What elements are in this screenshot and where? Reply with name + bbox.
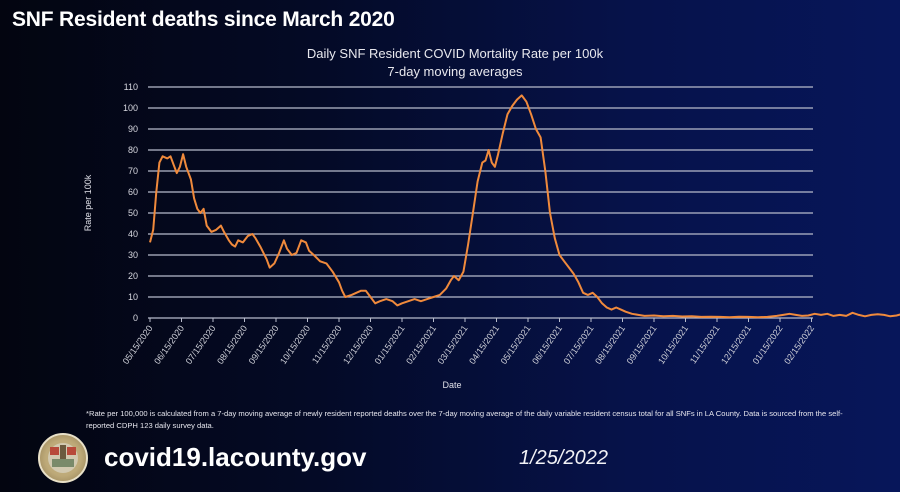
y-tick-label: 100 [123, 103, 138, 113]
la-county-seal-icon [38, 433, 88, 483]
x-axis-label: Date [442, 380, 461, 390]
x-tick-label: 07/15/2021 [562, 323, 596, 366]
x-tick-label: 05/15/2021 [499, 323, 533, 366]
slide-date: 1/25/2022 [519, 447, 608, 469]
chart: Daily SNF Resident COVID Mortality Rate … [83, 46, 900, 390]
x-tick-label: 04/15/2021 [467, 323, 501, 366]
x-tick-label: 11/15/2021 [688, 323, 722, 365]
chart-subtitle: 7-day moving averages [387, 64, 523, 79]
x-tick-label: 10/15/2020 [278, 323, 312, 366]
x-tick-label: 01/15/2021 [373, 323, 407, 366]
y-tick-label: 90 [128, 124, 138, 134]
y-tick-label: 80 [128, 145, 138, 155]
y-tick-label: 10 [128, 292, 138, 302]
y-tick-label: 20 [128, 271, 138, 281]
x-axis-ticks: 05/15/202006/15/202007/15/202008/15/2020… [121, 318, 816, 366]
x-tick-label: 08/15/2021 [593, 323, 627, 366]
x-tick-label: 07/15/2020 [184, 323, 218, 366]
y-tick-label: 40 [128, 229, 138, 239]
y-axis-ticks: 0 10 20 30 40 50 60 70 80 90 100 110 [123, 82, 138, 323]
y-tick-label: 60 [128, 187, 138, 197]
y-tick-label: 30 [128, 250, 138, 260]
y-tick-label: 110 [124, 82, 138, 92]
x-tick-label: 09/15/2021 [625, 323, 659, 366]
series-line-0 [149, 94, 900, 319]
x-tick-label: 02/15/2022 [782, 323, 816, 366]
x-tick-label: 03/15/2021 [436, 323, 470, 366]
x-tick-label: 10/15/2021 [656, 323, 690, 366]
x-tick-label: 02/15/2021 [404, 323, 438, 366]
x-tick-label: 12/15/2020 [341, 323, 375, 366]
chart-title: Daily SNF Resident COVID Mortality Rate … [307, 46, 604, 61]
series-group [149, 94, 900, 319]
x-tick-label: 08/15/2020 [215, 323, 249, 366]
x-tick-label: 09/15/2020 [247, 323, 281, 366]
y-tick-label: 0 [133, 313, 138, 323]
x-tick-label: 01/15/2022 [751, 323, 785, 366]
gridlines [148, 86, 813, 319]
footnote: *Rate per 100,000 is calculated from a 7… [86, 409, 843, 430]
y-axis-label: Rate per 100k [83, 174, 93, 231]
website-link[interactable]: covid19.lacounty.gov [104, 442, 367, 472]
y-tick-label: 50 [128, 208, 138, 218]
x-tick-label: 06/15/2020 [152, 323, 186, 366]
x-tick-label: 12/15/2021 [719, 323, 753, 366]
x-tick-label: 11/15/2020 [310, 323, 344, 365]
slide-title: SNF Resident deaths since March 2020 [12, 8, 395, 31]
x-tick-label: 05/15/2020 [121, 323, 155, 366]
y-tick-label: 70 [128, 166, 138, 176]
x-tick-label: 06/15/2021 [530, 323, 564, 366]
